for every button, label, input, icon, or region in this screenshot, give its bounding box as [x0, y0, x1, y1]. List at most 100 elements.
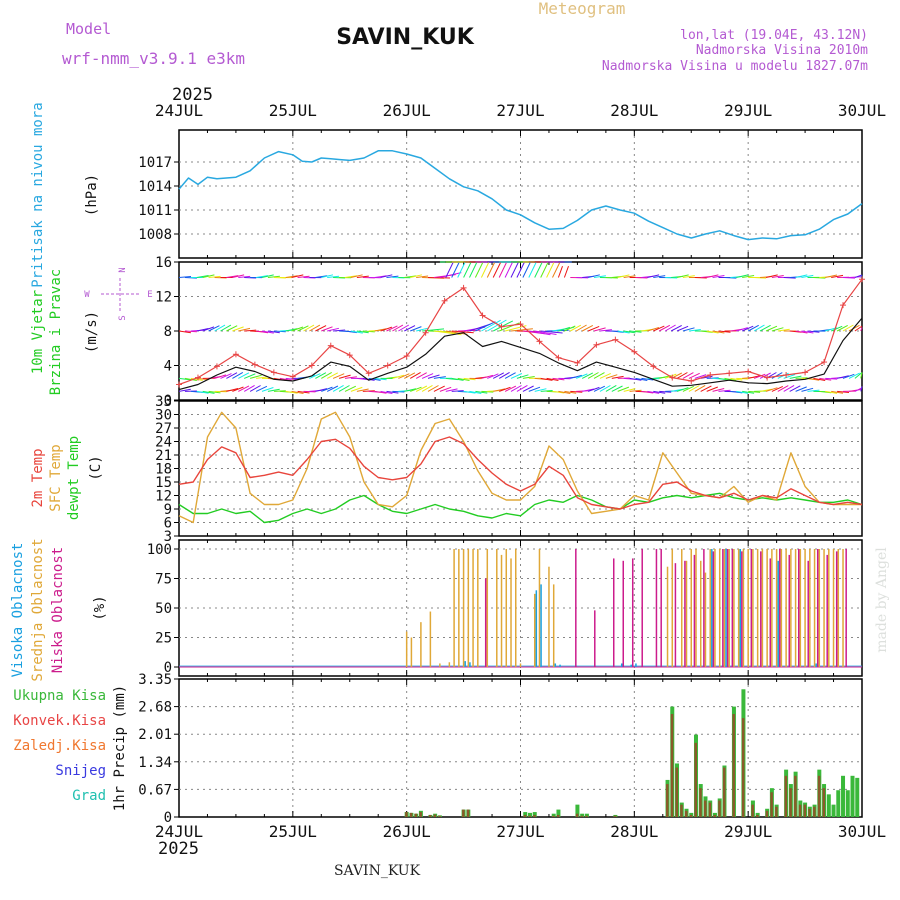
- wind-arrow: [528, 386, 541, 392]
- wind-arrow: [842, 373, 855, 379]
- wind-arrow: [522, 376, 535, 379]
- precip-conv-bar: [689, 814, 693, 817]
- wind-arrow: [599, 329, 612, 332]
- wind-arrow: [546, 377, 559, 381]
- wind-arrow: [623, 388, 636, 392]
- precip-ytick-label: 0: [164, 810, 172, 826]
- precip-conv-bar: [784, 775, 788, 817]
- precip-conv-bar: [822, 788, 826, 817]
- precip-panel: 0 0.67 1.34 2.01 2.68 3.35: [138, 672, 863, 826]
- wind-arrow: [404, 372, 416, 379]
- wind-ytick-label: 12: [155, 290, 172, 306]
- wind-arrow: [386, 275, 399, 278]
- wind-arrow: [202, 326, 215, 332]
- wind-arrow: [801, 274, 814, 278]
- wind-arrow: [238, 372, 250, 379]
- wind-arrow: [374, 328, 387, 332]
- wind-arrow: [587, 274, 600, 278]
- precip-conv-bar: [613, 815, 617, 817]
- wind-arrow: [232, 386, 244, 392]
- station-title: SAVIN_KUK: [336, 25, 475, 50]
- wind-arrow: [445, 388, 458, 392]
- wind-arrow: [599, 372, 612, 379]
- precip-frame: [178, 678, 863, 818]
- wind-arrow: [481, 319, 501, 332]
- temp-ytick-label: 12: [155, 489, 172, 505]
- wind-arrow: [416, 327, 428, 332]
- wind-arrow: [605, 384, 617, 392]
- wind-arrow: [350, 330, 363, 334]
- wind-ytick-label: 8: [164, 324, 172, 340]
- wind-arrow: [854, 325, 863, 332]
- pressure-ytick-label: 1014: [138, 179, 172, 195]
- wind-arrow: [564, 325, 576, 332]
- wind-arrow: [712, 388, 725, 392]
- temp-unit: (C): [88, 455, 104, 480]
- wind-arrow: [724, 377, 737, 381]
- wind-arrow: [380, 326, 393, 332]
- wind-arrow: [256, 275, 268, 278]
- wind-arrow: [712, 275, 725, 278]
- wind-arrow: [326, 372, 339, 379]
- wind-ytick-label: 4: [164, 359, 172, 375]
- temp-ytick-label: 21: [155, 448, 172, 464]
- wind-arrow: [789, 375, 802, 379]
- precip-conv-bar: [405, 812, 408, 817]
- wind-arrow: [486, 261, 496, 278]
- wind-arrow: [249, 374, 262, 379]
- wind-arrow: [759, 372, 771, 379]
- wind-arrow: [433, 385, 445, 392]
- precip-conv-bar: [765, 810, 769, 817]
- cloud-ytick-label: 25: [155, 631, 172, 647]
- wind-arrow: [202, 274, 215, 278]
- pressure-ytick-label: 1011: [138, 203, 172, 219]
- wind-arrow: [557, 266, 563, 278]
- wind-arrow: [522, 385, 534, 392]
- wind-arrow-row: [178, 371, 863, 381]
- pressure-unit: (hPa): [84, 174, 100, 216]
- precip-ytick-label: 2.01: [138, 727, 172, 743]
- wind-arrow: [392, 324, 404, 332]
- wind-arrow: [232, 371, 244, 379]
- wind-arrow: [475, 390, 488, 394]
- precip-conv-bar: [670, 714, 674, 817]
- wind-arrow: [623, 275, 636, 278]
- wind-arrow: [611, 385, 623, 392]
- wind-arrow: [226, 388, 239, 392]
- date-label-bottom: 24JUL: [155, 822, 203, 841]
- wind-arrow: [421, 373, 434, 379]
- wind-arrow: [415, 385, 428, 392]
- wind-arrow: [474, 261, 484, 278]
- wind-arrow: [576, 373, 588, 379]
- temp-ytick-label: 18: [155, 462, 172, 478]
- wind-arrow: [777, 328, 790, 332]
- wind-arrow: [694, 384, 706, 392]
- wind-arrow: [807, 330, 820, 333]
- wind-arrow: [433, 376, 446, 379]
- wind-arrow: [516, 261, 525, 278]
- wind-arrow: [297, 390, 310, 394]
- wind-arrow: [629, 377, 642, 381]
- wind-arrow: [184, 330, 197, 333]
- wind-arrow: [409, 371, 421, 379]
- model-label: Model: [66, 20, 111, 38]
- precip-conv-bar: [798, 804, 802, 817]
- compass-n: N: [118, 267, 128, 272]
- wind-speed-line: [178, 317, 863, 391]
- wind-arrow: [836, 375, 849, 379]
- sfc-temp-line: [178, 411, 862, 524]
- precip-conv-bar: [756, 814, 759, 817]
- wind-arrow: [801, 330, 814, 334]
- cloud-ytick-label: 100: [147, 542, 172, 558]
- wind-arrow: [653, 325, 665, 332]
- wind-arrow: [321, 274, 334, 278]
- wind-arrow-row: [178, 319, 863, 336]
- precip-ytick-label: 1.34: [138, 755, 172, 771]
- wind-arrow: [564, 390, 577, 394]
- wind-arrow: [208, 275, 221, 278]
- wind-arrow: [451, 377, 464, 381]
- wind-arrow: [759, 324, 771, 332]
- temp-ytick-label: 30: [155, 408, 172, 424]
- wind-arrow: [475, 321, 496, 332]
- wind-arrow-row: [178, 384, 863, 394]
